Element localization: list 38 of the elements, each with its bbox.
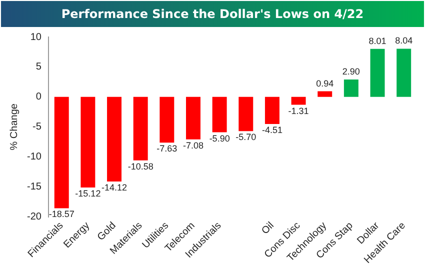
bar bbox=[133, 96, 148, 160]
data-label: -7.08 bbox=[182, 140, 204, 150]
y-tick-label: 10 bbox=[30, 32, 42, 43]
data-label: 0.94 bbox=[316, 78, 334, 88]
data-label: -15.12 bbox=[75, 188, 101, 199]
bar bbox=[80, 96, 96, 188]
data-label: -1.31 bbox=[288, 106, 309, 116]
bar bbox=[291, 96, 306, 105]
bar bbox=[344, 80, 358, 97]
bar bbox=[264, 96, 280, 124]
y-tick-label: -15 bbox=[27, 182, 42, 193]
y-tick-label: -5 bbox=[32, 122, 42, 133]
data-label: 8.01 bbox=[368, 36, 386, 46]
bar bbox=[370, 48, 385, 97]
chart-title: Performance Since the Dollar's Lows on 4/22 bbox=[1, 1, 424, 27]
data-label: 2.90 bbox=[342, 66, 360, 77]
data-label: -5.90 bbox=[209, 133, 230, 144]
data-label: -10.58 bbox=[128, 161, 154, 172]
y-tick-label: 5 bbox=[36, 62, 42, 73]
bar bbox=[54, 96, 69, 208]
data-label: -5.70 bbox=[236, 132, 256, 142]
data-label: -7.63 bbox=[156, 144, 178, 154]
bar bbox=[396, 48, 412, 97]
bar bbox=[160, 96, 174, 143]
bar bbox=[212, 96, 227, 132]
y-tick-label: 0 bbox=[36, 92, 42, 103]
data-label: 8.04 bbox=[395, 36, 413, 46]
x-tick-label: Oil bbox=[260, 220, 276, 237]
bar bbox=[186, 96, 200, 140]
data-label: -14.12 bbox=[102, 182, 128, 193]
data-label: -18.57 bbox=[48, 209, 74, 220]
bar bbox=[107, 96, 122, 182]
bar bbox=[318, 91, 332, 97]
bar bbox=[238, 96, 254, 132]
data-label: -4.51 bbox=[262, 124, 282, 135]
y-axis-title: % Change bbox=[8, 103, 20, 150]
y-tick-label: -10 bbox=[27, 152, 42, 163]
y-tick-label: -20 bbox=[27, 212, 42, 223]
